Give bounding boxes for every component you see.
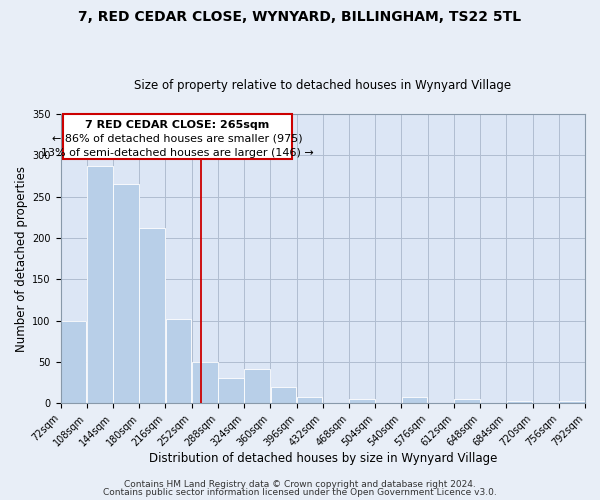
Title: Size of property relative to detached houses in Wynyard Village: Size of property relative to detached ho…: [134, 79, 511, 92]
Bar: [559, 402, 585, 403]
Text: 7, RED CEDAR CLOSE, WYNYARD, BILLINGHAM, TS22 5TL: 7, RED CEDAR CLOSE, WYNYARD, BILLINGHAM,…: [79, 10, 521, 24]
Text: Contains HM Land Registry data © Crown copyright and database right 2024.: Contains HM Land Registry data © Crown c…: [124, 480, 476, 489]
Text: ← 86% of detached houses are smaller (975): ← 86% of detached houses are smaller (97…: [52, 134, 303, 144]
Bar: [218, 378, 244, 403]
Bar: [454, 399, 480, 403]
Text: 7 RED CEDAR CLOSE: 265sqm: 7 RED CEDAR CLOSE: 265sqm: [85, 120, 269, 130]
Bar: [349, 399, 375, 403]
Y-axis label: Number of detached properties: Number of detached properties: [15, 166, 28, 352]
Bar: [402, 396, 427, 403]
Text: Contains public sector information licensed under the Open Government Licence v3: Contains public sector information licen…: [103, 488, 497, 497]
Text: 13% of semi-detached houses are larger (146) →: 13% of semi-detached houses are larger (…: [41, 148, 314, 158]
Bar: [192, 362, 218, 403]
Bar: [113, 184, 139, 403]
X-axis label: Distribution of detached houses by size in Wynyard Village: Distribution of detached houses by size …: [149, 452, 497, 465]
Bar: [87, 166, 113, 403]
Bar: [271, 386, 296, 403]
Bar: [506, 400, 532, 403]
Bar: [166, 319, 191, 403]
Bar: [139, 228, 165, 403]
Bar: [297, 398, 322, 403]
FancyBboxPatch shape: [62, 114, 292, 160]
Bar: [244, 369, 270, 403]
Bar: [61, 320, 86, 403]
